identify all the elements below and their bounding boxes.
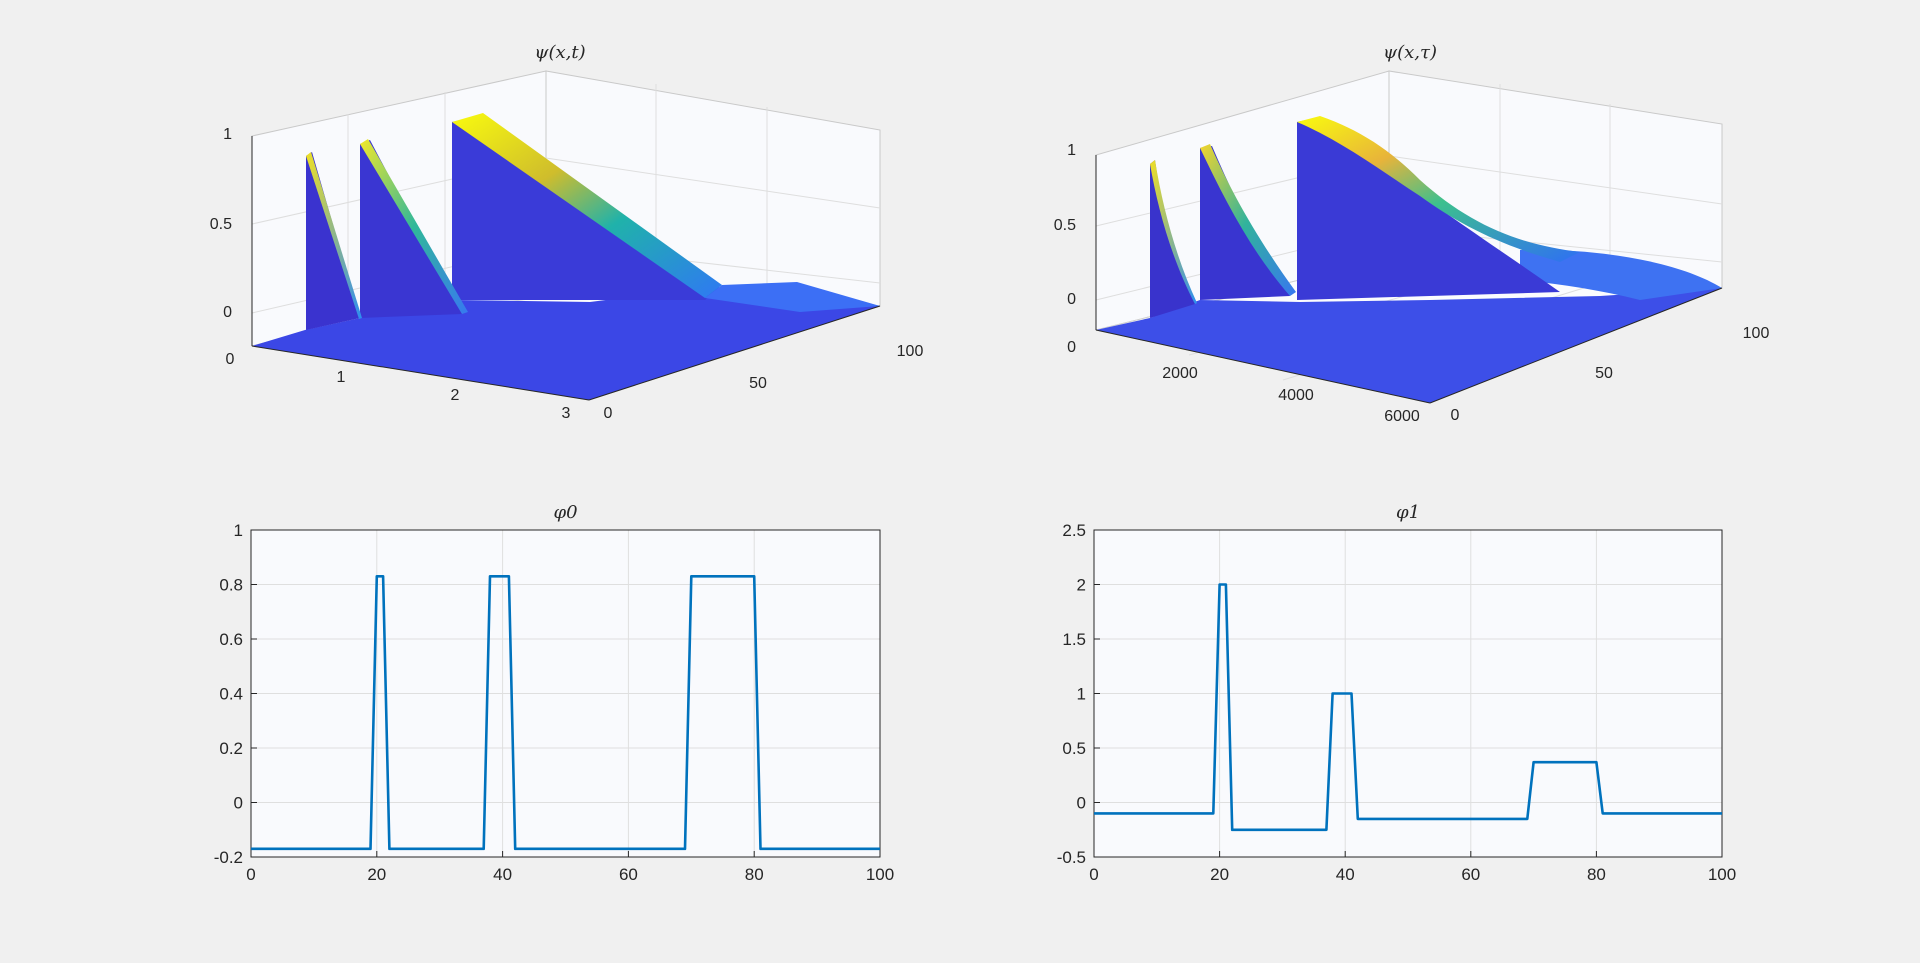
surface-plot-1-labels: ψ(x,t) 1 0.5 0 0 1 2 3 0 50 100 [210,42,924,422]
ridge-3-top [1297,116,1580,262]
surface-plot-2-labels: ψ(x,τ) 1 0.5 0 0 2000 4000 6000 0 50 100 [1054,42,1770,425]
y-tick-label: 0 [234,794,243,813]
x-tick-label: 40 [1336,865,1355,884]
x-tick-label: 0 [1451,407,1460,424]
x-tick-label: 100 [1743,325,1770,342]
z-tick-label: 1 [1067,142,1076,159]
z-tick-label: 0 [1067,291,1076,308]
y-tick-label: 1.5 [1062,630,1086,649]
z-tick-label: 0.5 [210,216,232,233]
x-tick-label: 60 [619,865,638,884]
y-tick-label: 0.4 [219,685,243,704]
x-tick-label: 100 [897,343,924,360]
x-tick-label: 50 [749,375,767,392]
ridge-3-top [452,113,722,298]
surface-plot-2 [1095,70,1723,404]
x-tick-label: 0 [1089,865,1098,884]
z-tick-label: 1 [223,126,232,143]
y-tick-label: -0.2 [214,848,243,867]
series-line [251,574,880,851]
x-tick-label: 60 [1461,865,1480,884]
ridge-1-top [306,152,362,319]
time-tick-label: 0 [226,351,235,368]
y-tick-label: 2 [1077,576,1086,595]
time-tick-label: 4000 [1278,387,1314,404]
z-tick-label: 0 [223,304,232,321]
ridge-1-top [1150,160,1197,304]
surface-base [1096,288,1722,403]
x-tick-label: 20 [1210,865,1229,884]
line-plot-phi1: 0 20 40 60 80 100-0.500.511.522.5φ1 [1057,502,1736,884]
y-tick-label: 1 [234,521,243,540]
x-tick-label: 100 [1708,865,1736,884]
time-tick-label: 0 [1067,339,1076,356]
y-tick-label: -0.5 [1057,848,1086,867]
x-tick-label: 0 [604,405,613,422]
axes-box [250,529,881,858]
time-tick-label: 3 [562,405,571,422]
x-tick-label: 100 [866,865,894,884]
time-tick-label: 1 [337,369,346,386]
x-tick-label: 0 [246,865,255,884]
decay-shelf [1520,249,1722,300]
x-tick-label: 50 [1595,365,1613,382]
x-tick-label: 80 [745,865,764,884]
y-tick-label: 0.5 [1062,739,1086,758]
ridge-2-top [1200,144,1296,296]
y-tick-label: 0.8 [219,576,243,595]
axes-box [1093,529,1723,858]
z-tick-label: 0.5 [1054,217,1076,234]
chart-title: φ1 [1396,502,1420,523]
series-line [1094,583,1722,832]
y-tick-label: 0.2 [219,739,243,758]
y-tick-label: 1 [1077,685,1086,704]
ridge-2-top [360,139,468,314]
x-tick-label: 20 [367,865,386,884]
y-tick-label: 0 [1077,794,1086,813]
x-tick-label: 40 [493,865,512,884]
y-tick-label: 0.6 [219,630,243,649]
time-tick-label: 6000 [1384,408,1420,425]
tail-plateau [705,282,880,312]
time-tick-label: 2 [451,387,460,404]
chart-title: φ0 [553,502,577,523]
ridge-3-side [1297,117,1560,300]
y-tick-label: 2.5 [1062,521,1086,540]
surface-plot-1 [251,70,881,401]
surface-plot-1-title: ψ(x,t) [534,42,585,63]
surface-plot-2-title: ψ(x,τ) [1383,42,1437,63]
time-tick-label: 2000 [1162,365,1198,382]
x-tick-label: 80 [1587,865,1606,884]
